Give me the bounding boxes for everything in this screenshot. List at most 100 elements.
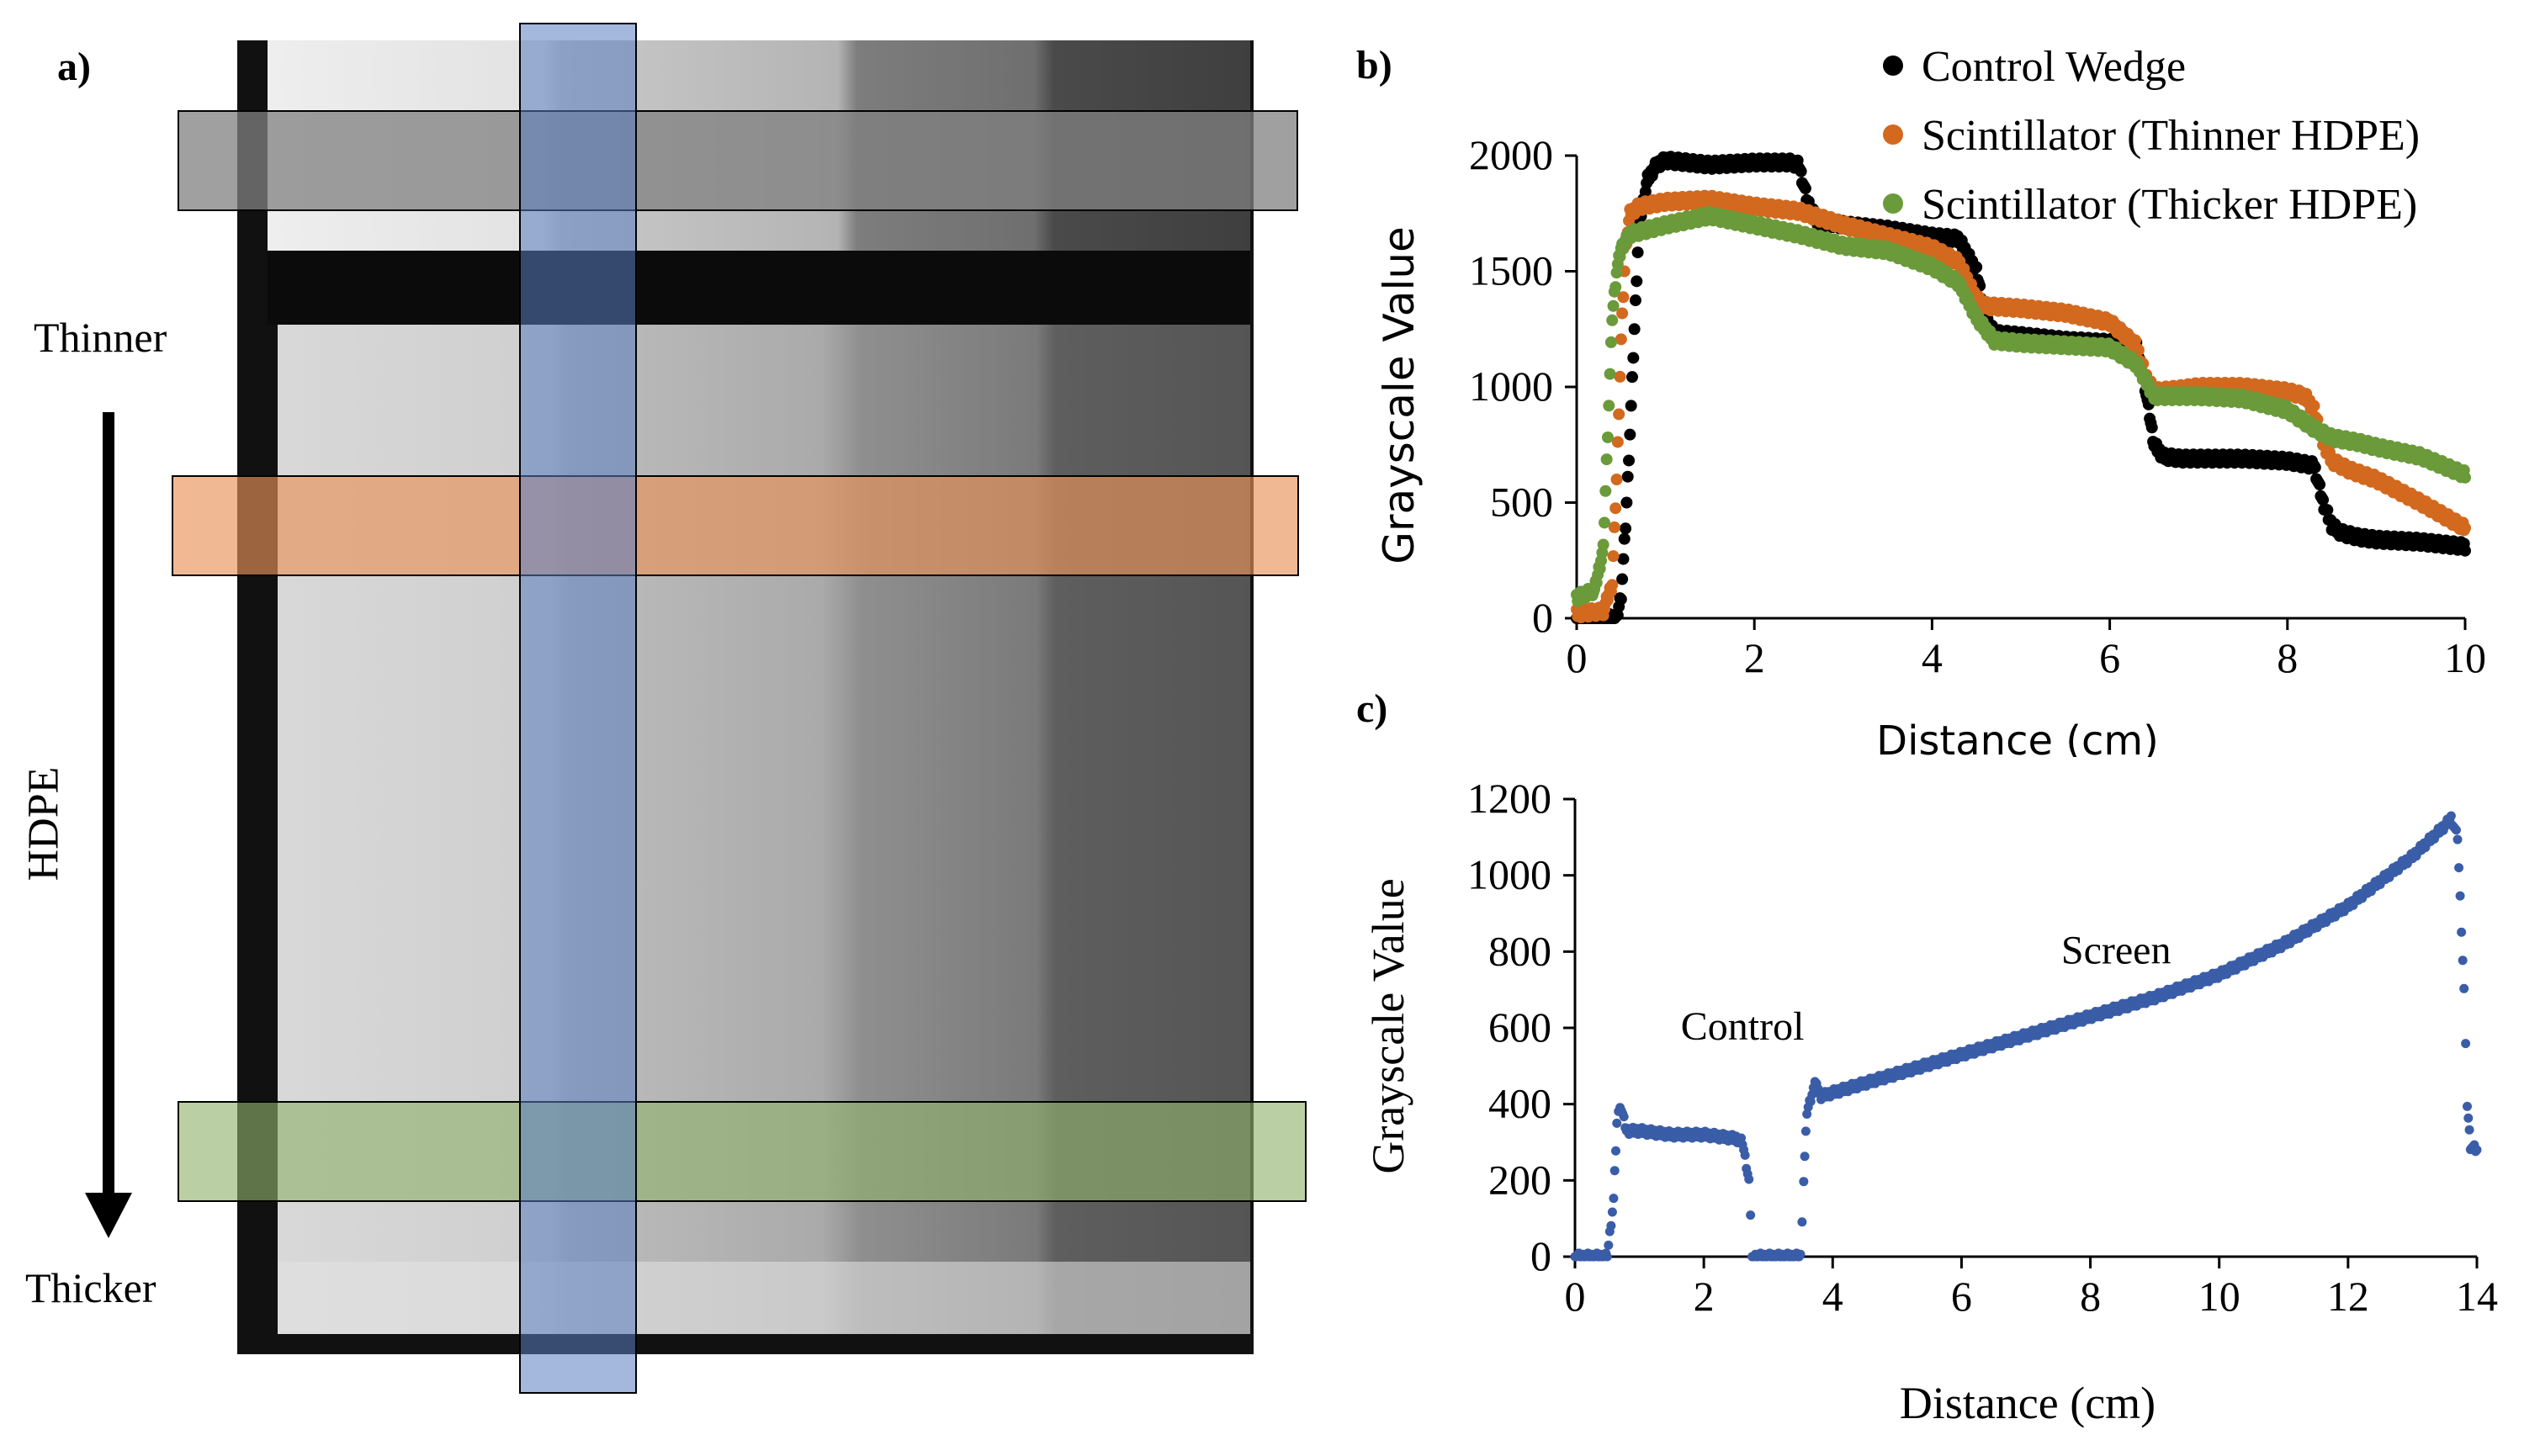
data-point: [2453, 834, 2463, 844]
data-point: [1615, 593, 1627, 606]
data-point: [1607, 1207, 1617, 1217]
data-point: [1617, 553, 1630, 565]
data-point: [1746, 1210, 1756, 1220]
chart-b-points: [1571, 151, 2471, 624]
data-point: [2321, 504, 2334, 516]
data-point: [1618, 532, 1631, 545]
x-tick-label: 6: [2099, 634, 2120, 681]
data-point: [1619, 1112, 1629, 1122]
data-point: [2463, 1113, 2474, 1123]
data-point: [1611, 609, 1624, 622]
x-tick-label: 2: [1744, 634, 1765, 681]
data-point: [1607, 550, 1620, 563]
data-point: [1611, 436, 1624, 448]
data-point: [1616, 307, 1629, 320]
y-tick-label: 400: [1488, 1080, 1551, 1127]
annotation-label: Control: [1681, 1004, 1805, 1049]
data-point: [1795, 1249, 1806, 1259]
x-tick-label: 10: [2198, 1273, 2240, 1320]
data-point: [2461, 1039, 2471, 1049]
x-tick-label: 6: [1951, 1273, 1972, 1320]
data-point: [2459, 983, 2469, 993]
chart-c-ylabel: Grayscale Value: [1363, 878, 1413, 1173]
data-point: [2446, 811, 2456, 821]
data-point: [1608, 521, 1620, 533]
arrow-shaft: [103, 412, 114, 1203]
radiograph-dark-band: [268, 251, 1250, 325]
data-point: [1621, 470, 1634, 483]
x-tick-label: 10: [2444, 634, 2486, 681]
panel-b-label: b): [1356, 43, 1392, 87]
data-point: [2317, 494, 2330, 506]
data-point: [2463, 1101, 2473, 1111]
data-point: [1610, 474, 1623, 485]
x-tick-label: 4: [1922, 634, 1943, 681]
chart-b-axes: 0 2 4 6 8 10 0 500 1000 1500 2000: [1469, 131, 2486, 681]
data-point: [1623, 454, 1636, 467]
series-0: [1571, 151, 2471, 624]
arrow-down-icon: [85, 1193, 132, 1238]
data-point: [2459, 544, 2471, 557]
y-tick-label: 1000: [1467, 851, 1551, 898]
data-point: [1612, 1118, 1622, 1128]
data-point: [1800, 1126, 1811, 1136]
data-point: [1799, 183, 1811, 195]
radiograph-bottom-glow: [278, 1262, 1250, 1334]
data-point: [1620, 522, 1632, 535]
x-tick-label: 12: [2327, 1273, 2369, 1320]
data-point: [1620, 496, 1633, 509]
data-point: [1616, 573, 1629, 585]
y-tick-label: 600: [1488, 1003, 1551, 1051]
y-tick-label: 200: [1488, 1156, 1551, 1203]
y-tick-label: 800: [1488, 927, 1551, 974]
y-tick-label: 1200: [1467, 775, 1551, 822]
data-point: [1610, 1146, 1620, 1156]
y-tick-label: 500: [1490, 479, 1553, 526]
data-point: [1631, 246, 1644, 259]
x-tick-label: 2: [1694, 1273, 1715, 1320]
data-point: [1740, 1150, 1750, 1160]
data-point: [1617, 291, 1630, 304]
data-point: [1795, 165, 1807, 177]
data-point: [1970, 261, 1983, 273]
data-point: [1625, 400, 1637, 412]
data-point: [1629, 294, 1641, 307]
data-point: [1602, 1252, 1612, 1262]
data-point: [1628, 323, 1641, 336]
data-point: [2472, 1145, 2482, 1155]
gray-roi-band: [178, 110, 1298, 211]
data-point: [1626, 371, 1638, 384]
data-point: [1614, 370, 1626, 383]
data-point: [1797, 1217, 1807, 1227]
data-point: [1631, 275, 1643, 288]
chart-c-xlabel: Distance (cm): [1900, 1378, 2156, 1428]
y-tick-label: 2000: [1469, 131, 1553, 178]
chart-c-annotations: Control Screen: [1681, 928, 2171, 1049]
data-point: [1609, 1194, 1619, 1204]
x-tick-label: 4: [1822, 1273, 1843, 1320]
x-tick-label: 8: [2080, 1273, 2101, 1320]
data-point: [1799, 1177, 1809, 1187]
x-tick-label: 14: [2456, 1273, 2498, 1320]
radiograph-panel: [85, 23, 1307, 1394]
data-point: [1606, 579, 1619, 591]
data-point: [2314, 479, 2326, 491]
x-tick-label: 0: [1567, 634, 1588, 681]
data-point: [1639, 185, 1652, 198]
data-point: [2457, 927, 2467, 937]
data-point: [1609, 502, 1622, 515]
green-roi-band: [178, 1101, 1307, 1202]
y-tick-label: 0: [1530, 1232, 1551, 1279]
data-point: [1606, 1220, 1616, 1231]
data-point: [1627, 352, 1640, 364]
data-point: [2458, 956, 2468, 966]
blue-roi-band: [519, 23, 637, 1394]
thicker-label: Thicker: [25, 1264, 156, 1311]
y-tick-label: 1500: [1469, 247, 1553, 294]
data-point: [1800, 1152, 1810, 1162]
data-point: [1615, 333, 1627, 346]
x-tick-label: 8: [2277, 634, 2298, 681]
